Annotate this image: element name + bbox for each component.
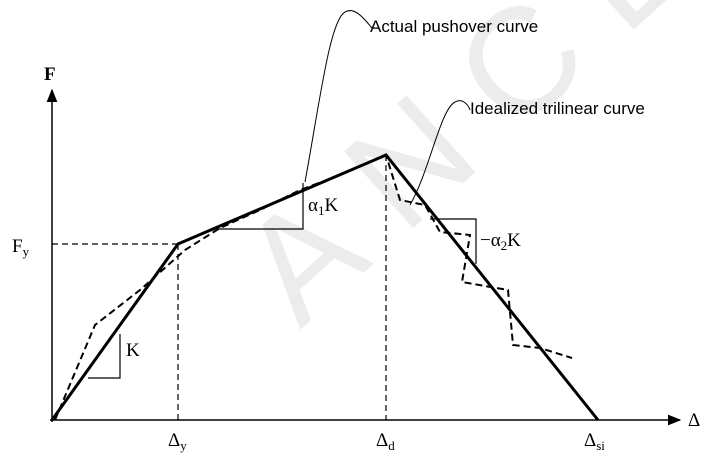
dy-label: Δy bbox=[168, 430, 187, 453]
callout-actual: Actual pushover curve bbox=[370, 17, 538, 36]
fy-label: Fy bbox=[12, 236, 30, 259]
k-label: K bbox=[126, 340, 140, 361]
callout-idealized: Idealized trilinear curve bbox=[470, 99, 645, 118]
guides bbox=[52, 155, 387, 420]
slope-triangles bbox=[88, 183, 477, 379]
a2k-label: −α2K bbox=[480, 230, 521, 253]
leaders bbox=[304, 10, 471, 206]
y-axis-label: F bbox=[44, 64, 56, 85]
dd-label: Δd bbox=[376, 430, 395, 453]
x-axis-label: Δ bbox=[688, 410, 700, 431]
watermark: ANCE bbox=[209, 0, 722, 354]
a1k-label: α1K bbox=[308, 195, 338, 218]
pushover-curve bbox=[54, 153, 573, 421]
dsi-label: Δsi bbox=[584, 430, 605, 453]
